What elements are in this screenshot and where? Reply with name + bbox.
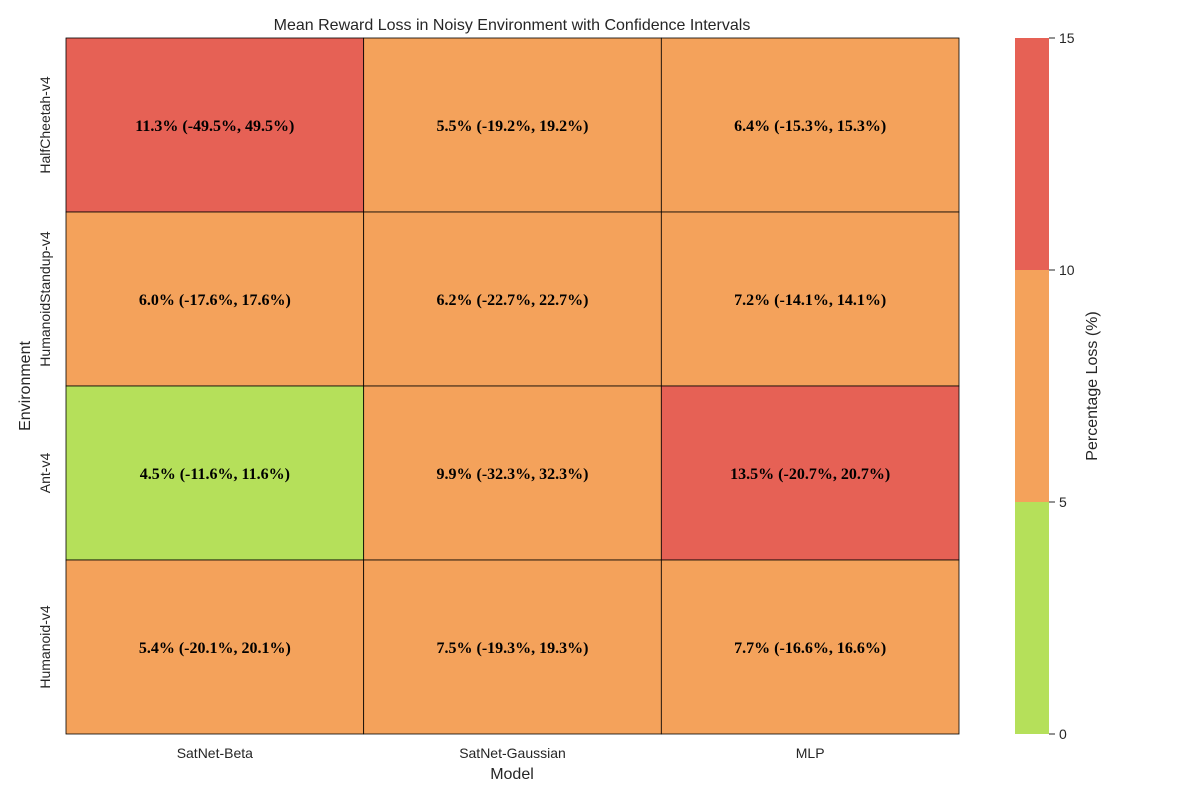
heatmap-cell <box>660 211 960 387</box>
x-tick-label: SatNet-Beta <box>177 745 253 761</box>
colorbar-label: Percentage Loss (%) <box>1084 311 1101 460</box>
colorbar-segment <box>1015 502 1049 734</box>
y-tick-labels: HalfCheetah-v4 HumanoidStandup-v4 Ant-v4 Hu… <box>37 76 53 688</box>
heatmap-cell <box>363 211 662 387</box>
cell-annotation: 9.9% (-32.3%, 32.3%) <box>437 466 589 483</box>
x-tick-label: SatNet-Gaussian <box>459 745 566 761</box>
cell-annotation: 7.2% (-14.1%, 14.1%) <box>734 292 886 309</box>
cell-annotation: 7.7% (-16.6%, 16.6%) <box>734 640 886 657</box>
heatmap-cell <box>363 37 662 213</box>
cell-annotation: 5.5% (-19.2%, 19.2%) <box>437 118 589 135</box>
x-axis-label: Model <box>490 766 534 783</box>
heatmap-cell <box>65 385 365 561</box>
colorbar: 0 5 10 15 <box>1015 30 1075 742</box>
cell-annotation: 13.5% (-20.7%, 20.7%) <box>730 466 890 483</box>
x-tick-labels: SatNet-Beta SatNet-Gaussian MLP <box>177 745 825 761</box>
y-tick-label: Ant-v4 <box>37 453 53 494</box>
heatmap-cell <box>65 211 365 387</box>
colorbar-tick-label: 5 <box>1059 494 1067 510</box>
cell-annotation: 6.2% (-22.7%, 22.7%) <box>437 292 589 309</box>
cell-annotation: 6.4% (-15.3%, 15.3%) <box>734 118 886 135</box>
heatmap-cell <box>65 37 365 213</box>
colorbar-segment <box>1015 270 1049 502</box>
x-tick-label: MLP <box>796 745 825 761</box>
y-tick-label: HumanoidStandup-v4 <box>37 231 53 367</box>
colorbar-tick-label: 10 <box>1059 262 1075 278</box>
cell-annotation: 7.5% (-19.3%, 19.3%) <box>437 640 589 657</box>
colorbar-tick-label: 0 <box>1059 726 1067 742</box>
colorbar-tick-label: 15 <box>1059 30 1075 46</box>
heatmap-cell <box>65 559 365 735</box>
heatmap-cell <box>660 559 960 735</box>
y-tick-label: Humanoid-v4 <box>37 605 53 688</box>
y-axis-label: Environment <box>17 341 34 431</box>
cell-annotation: 11.3% (-49.5%, 49.5%) <box>135 118 294 135</box>
heatmap-cells <box>65 37 960 735</box>
colorbar-segment <box>1015 38 1049 270</box>
cell-annotation: 4.5% (-11.6%, 11.6%) <box>140 466 290 483</box>
cell-annotation: 6.0% (-17.6%, 17.6%) <box>139 292 291 309</box>
heatmap-cell <box>363 385 662 561</box>
cell-annotation: 5.4% (-20.1%, 20.1%) <box>139 640 291 657</box>
chart-title: Mean Reward Loss in Noisy Environment wi… <box>274 17 751 34</box>
cell-annotations: 11.3% (-49.5%, 49.5%) 5.5% (-19.2%, 19.2%… <box>135 118 890 657</box>
heatmap-cell <box>660 37 960 213</box>
y-tick-label: HalfCheetah-v4 <box>37 76 53 173</box>
